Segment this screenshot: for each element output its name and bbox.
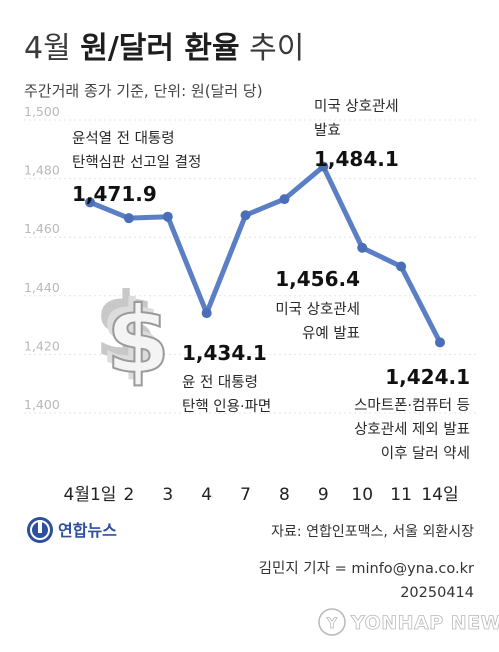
- data-point: [123, 213, 134, 224]
- value-label: 1,424.1: [385, 365, 470, 389]
- grid-lines: [24, 119, 476, 414]
- yonhap-news-watermark: Y YONHAP NEWS: [318, 608, 499, 636]
- x-tick-label: 11: [390, 485, 412, 505]
- source-text: 자료: 연합인포맥스, 서울 외환시장: [271, 524, 474, 540]
- dollar-sign-icon: $ $ $: [94, 273, 171, 395]
- annotation-text: 미국 상호관세: [275, 301, 360, 318]
- y-tick-label: 1,460: [24, 221, 60, 236]
- watermark-text: YONHAP NEWS: [350, 612, 499, 634]
- x-tick-label: 2: [123, 485, 134, 505]
- x-tick-label: 9: [318, 485, 329, 505]
- x-tick-label: 4: [201, 485, 212, 505]
- y-tick-label: 1,440: [24, 280, 60, 295]
- x-axis-ticks: 4월1일 2 3 4 7 8 9 10 11 14일: [64, 485, 459, 505]
- y-tick-label: 1,480: [24, 163, 60, 178]
- annotation-text: 윤 전 대통령: [182, 374, 258, 391]
- annotation-text: 미국 상호관세: [314, 98, 399, 115]
- annotation-text: 스마트폰·컴퓨터 등: [354, 397, 470, 414]
- y-tick-label: 1,400: [24, 397, 60, 412]
- chart-subtitle: 주간거래 종가 기준, 단위: 원(달러 당): [24, 82, 263, 100]
- annotation-text: 유예 발표: [302, 325, 360, 342]
- data-point: [162, 211, 173, 222]
- data-point: [240, 210, 251, 221]
- data-point: [357, 242, 368, 253]
- x-tick-label: 14일: [421, 485, 458, 505]
- annotation-text: 이후 달러 약세: [381, 445, 470, 462]
- y-tick-label: 1,420: [24, 338, 60, 353]
- yonhap-logo-icon: [27, 517, 53, 543]
- svg-text:$: $: [100, 281, 164, 388]
- data-point: [85, 197, 95, 208]
- data-point: [396, 261, 407, 272]
- data-point: [318, 161, 329, 172]
- x-tick-label: 10: [351, 485, 373, 505]
- svg-text:Y: Y: [326, 616, 338, 632]
- data-point: [201, 308, 212, 319]
- data-points: [85, 161, 445, 348]
- data-point: [279, 194, 290, 205]
- annotation-text: 윤석열 전 대통령: [72, 130, 175, 147]
- credit-text: 김민지 기자 = minfo@yna.co.kr: [259, 560, 474, 577]
- annotation-text: 탄핵심판 선고일 결정: [72, 154, 201, 171]
- annotation-text: 발효: [314, 122, 341, 139]
- date-text: 20250414: [400, 585, 474, 601]
- svg-text:$: $: [94, 273, 158, 380]
- y-axis-ticks: 1,400 1,420 1,440 1,460 1,480 1,500: [24, 104, 60, 412]
- svg-text:$: $: [106, 287, 170, 394]
- x-tick-label: 4월1일: [64, 485, 117, 505]
- annotation-text: 상호관세 제외 발표: [354, 421, 470, 438]
- series-line: [87, 164, 443, 345]
- brand-name: 연합뉴스: [58, 521, 117, 540]
- value-label: 1,456.4: [275, 267, 360, 291]
- x-tick-label: 8: [279, 485, 290, 505]
- x-tick-label: 7: [240, 485, 251, 505]
- x-tick-label: 3: [162, 485, 173, 505]
- y-tick-label: 1,500: [24, 104, 60, 119]
- value-label: 1,434.1: [182, 341, 267, 365]
- data-point: [435, 337, 445, 348]
- annotation-text: 탄핵 인용·파면: [182, 398, 271, 415]
- value-label: 1,484.1: [314, 147, 399, 171]
- chart-title: 4월 원/달러 환율 추이: [24, 31, 304, 66]
- value-label: 1,471.9: [72, 182, 157, 206]
